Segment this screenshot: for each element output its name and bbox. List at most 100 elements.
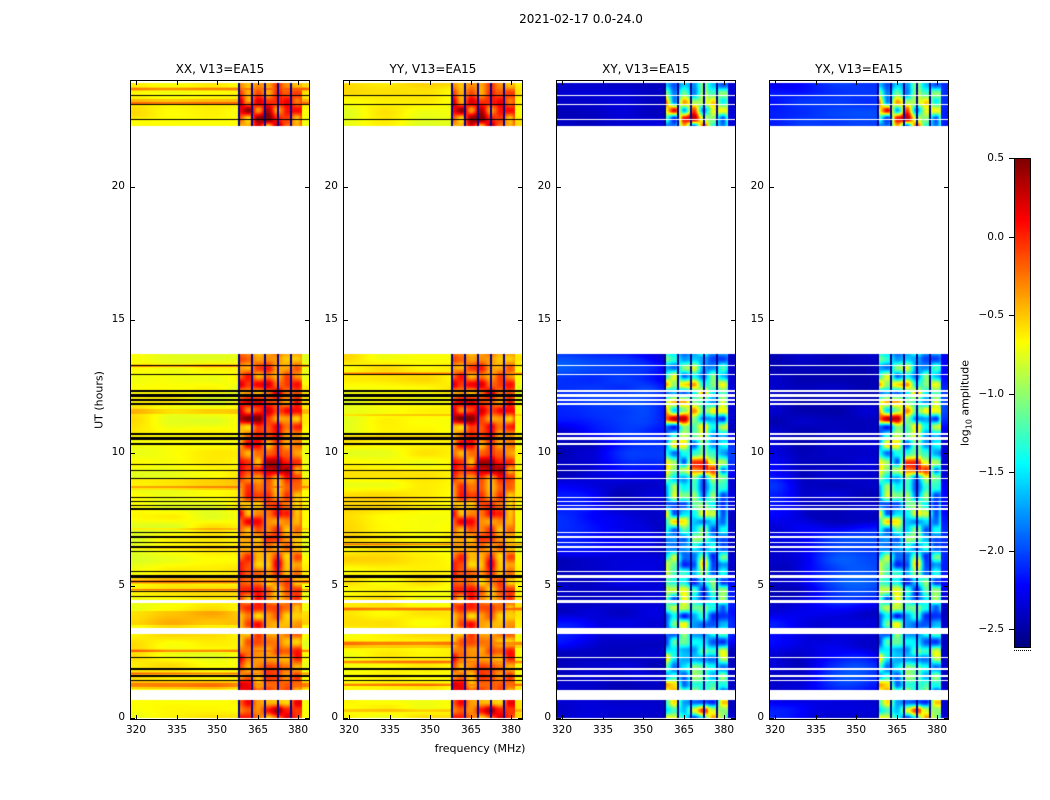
y-tick-label: 0 [544, 711, 551, 723]
colorbar-tick-mark [1009, 472, 1014, 473]
y-tick-mark [770, 320, 774, 321]
x-axis-label: frequency (MHz) [434, 742, 526, 755]
colorbar-tick-label: 0.0 [987, 231, 1004, 243]
y-tick-label: 10 [324, 446, 338, 458]
y-tick-mark [131, 453, 135, 454]
x-tick-label: 365 [460, 724, 482, 736]
panel-title: XY, V13=EA15 [602, 62, 690, 76]
x-tick-mark [136, 81, 137, 85]
x-tick-label: 350 [419, 724, 441, 736]
y-tick-mark [131, 320, 135, 321]
x-tick-mark [136, 715, 137, 719]
y-tick-label: 0 [331, 711, 338, 723]
y-tick-mark [731, 718, 735, 719]
y-tick-mark [305, 187, 309, 188]
x-tick-mark [897, 81, 898, 85]
heatmap-frame [556, 80, 736, 720]
y-tick-label: 5 [544, 579, 551, 591]
y-tick-mark [518, 718, 522, 719]
colorbar-tick-mark [1009, 158, 1014, 159]
x-tick-label: 320 [764, 724, 786, 736]
y-tick-label: 5 [118, 579, 125, 591]
y-tick-label: 10 [537, 446, 551, 458]
heatmap-canvas [557, 81, 735, 719]
colorbar-extend-mark [1014, 650, 1031, 651]
x-tick-mark [562, 715, 563, 719]
x-tick-mark [643, 81, 644, 85]
x-tick-label: 380 [713, 724, 735, 736]
y-tick-label: 10 [750, 446, 764, 458]
y-tick-mark [557, 320, 561, 321]
x-tick-label: 335 [379, 724, 401, 736]
x-tick-mark [603, 81, 604, 85]
panel-title: XX, V13=EA15 [175, 62, 265, 76]
y-tick-mark [131, 586, 135, 587]
colorbar-tick-label: −1.0 [978, 388, 1005, 400]
x-tick-label: 350 [206, 724, 228, 736]
x-tick-mark [430, 81, 431, 85]
heatmap-frame [343, 80, 523, 720]
y-tick-label: 15 [750, 313, 764, 325]
x-tick-label: 335 [166, 724, 188, 736]
heatmap-canvas [344, 81, 522, 719]
y-tick-mark [518, 453, 522, 454]
x-tick-mark [430, 715, 431, 719]
x-tick-mark [684, 81, 685, 85]
y-tick-mark [944, 586, 948, 587]
x-tick-mark [471, 81, 472, 85]
y-tick-mark [770, 718, 774, 719]
x-tick-mark [856, 81, 857, 85]
heatmap-canvas [770, 81, 948, 719]
y-tick-mark [344, 586, 348, 587]
x-tick-label: 320 [551, 724, 573, 736]
panel-xx: XX, V13=EA15 320 335 350 365 380 0 5 10 15 20 [112, 62, 310, 762]
y-tick-mark [557, 586, 561, 587]
y-tick-label: 10 [111, 446, 125, 458]
colorbar-tick-mark [1009, 394, 1014, 395]
y-tick-mark [305, 718, 309, 719]
x-tick-label: 350 [632, 724, 654, 736]
y-tick-mark [131, 718, 135, 719]
x-tick-mark [177, 81, 178, 85]
x-tick-mark [562, 81, 563, 85]
x-tick-mark [298, 715, 299, 719]
colorbar-tick-mark [1009, 629, 1014, 630]
y-tick-label: 0 [118, 711, 125, 723]
x-tick-mark [816, 715, 817, 719]
x-tick-mark [937, 81, 938, 85]
x-tick-mark [856, 715, 857, 719]
panel-title: YY, V13=EA15 [389, 62, 477, 76]
y-tick-label: 20 [324, 180, 338, 192]
y-tick-mark [131, 187, 135, 188]
y-tick-label: 0 [757, 711, 764, 723]
x-tick-mark [775, 715, 776, 719]
y-tick-mark [944, 187, 948, 188]
y-tick-mark [731, 187, 735, 188]
y-tick-mark [344, 187, 348, 188]
x-tick-mark [511, 81, 512, 85]
y-tick-mark [344, 718, 348, 719]
x-tick-label: 320 [125, 724, 147, 736]
panel-yy: YY, V13=EA15 320 335 350 365 380 0 5 10 15 20 [325, 62, 523, 762]
figure-title: 2021-02-17 0.0-24.0 [519, 12, 643, 26]
x-tick-mark [217, 715, 218, 719]
x-tick-mark [775, 81, 776, 85]
y-tick-mark [731, 453, 735, 454]
y-tick-label: 5 [757, 579, 764, 591]
y-tick-mark [557, 187, 561, 188]
x-tick-mark [897, 715, 898, 719]
x-tick-label: 380 [287, 724, 309, 736]
y-tick-label: 15 [324, 313, 338, 325]
colorbar-gradient [1015, 159, 1030, 647]
y-tick-mark [944, 453, 948, 454]
x-tick-mark [603, 715, 604, 719]
colorbar-tick-label: −0.5 [978, 309, 1005, 321]
y-tick-mark [344, 453, 348, 454]
y-tick-mark [944, 320, 948, 321]
x-tick-mark [258, 81, 259, 85]
x-tick-label: 365 [247, 724, 269, 736]
colorbar-label: log10 amplitude [958, 359, 974, 447]
x-tick-mark [471, 715, 472, 719]
x-tick-mark [390, 81, 391, 85]
